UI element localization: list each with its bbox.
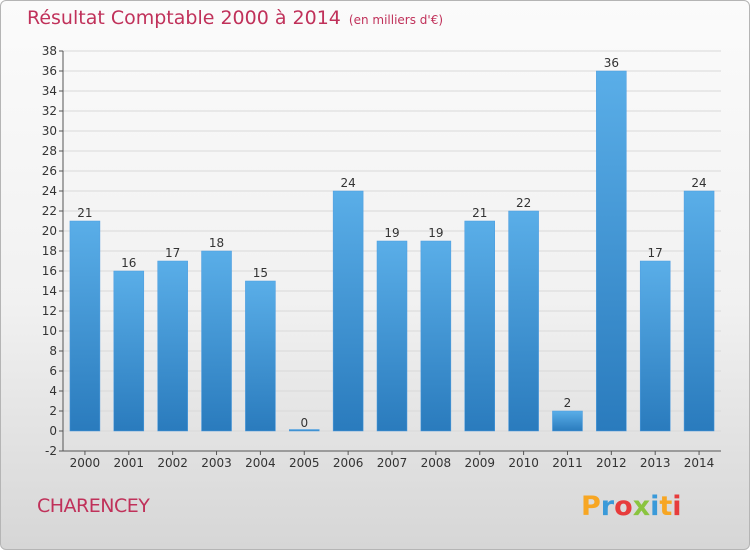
value-label-2005: 0 [300,416,308,430]
value-label-2009: 21 [472,206,487,220]
x-tick-label-2003: 2003 [201,456,232,470]
y-tick-label: 26 [42,164,57,178]
y-tick-label: 0 [49,424,57,438]
value-label-2003: 18 [209,236,224,250]
bar-2003 [201,250,232,432]
value-label-2008: 19 [428,226,443,240]
x-tick-label-2014: 2014 [684,456,715,470]
bar-2008 [420,240,452,432]
y-tick-label: 2 [49,404,57,418]
x-tick-labels: 2000 2001 2002 2003 2004 2005 2006 2007 2008 2009… [70,451,715,470]
y-tick-label: 10 [42,324,57,338]
y-tick-label: 4 [49,384,57,398]
logo-letter: P [581,491,601,522]
bar-2007 [376,240,408,432]
y-tick-label: 12 [42,304,57,318]
y-tick-label: 6 [49,364,57,378]
x-tick-label-2007: 2007 [377,456,408,470]
x-tick-label-2009: 2009 [464,456,495,470]
logo-letter: i [672,491,682,522]
bar-2004 [245,280,276,432]
logo-letter: t [659,491,673,522]
y-tick-label: 28 [42,144,57,158]
value-label-2013: 17 [648,246,663,260]
value-label-2000: 21 [77,206,92,220]
y-tick-label: 22 [42,204,57,218]
y-tick-label: 18 [42,244,57,258]
logo-letter: i [650,491,660,522]
chart-title: Résultat Comptable 2000 à 2014 (en millie… [27,7,443,29]
logo-letter: r [600,491,615,522]
y-tick-label: 38 [42,44,57,58]
y-tick-label: 36 [42,64,57,78]
bar-2014 [683,190,715,432]
bar-2010 [508,210,539,432]
x-tick-label-2013: 2013 [640,456,671,470]
value-label-2006: 24 [340,176,355,190]
value-label-2004: 15 [253,266,268,280]
y-tick-label: 20 [42,224,57,238]
x-tick-label-2002: 2002 [157,456,188,470]
value-label-2012: 36 [604,56,619,70]
x-tick-label-2010: 2010 [508,456,539,470]
bar-2002 [157,260,188,432]
chart-title-text: Résultat Comptable 2000 à 2014 [27,7,341,29]
bar-2000 [69,220,101,432]
bar-2005 [289,429,320,432]
y-tick-label: 32 [42,104,57,118]
y-tick-label: 14 [42,284,57,298]
proxiti-logo: Proxiti [581,491,682,522]
bar-2009 [464,220,495,432]
bar-2011 [552,410,583,432]
x-tick-label-2006: 2006 [333,456,364,470]
value-label-2010: 22 [516,196,531,210]
chart-subtitle: (en milliers d'€) [348,13,444,27]
logo-letter: x [632,491,651,522]
x-tick-label-2008: 2008 [421,456,452,470]
x-tick-label-2000: 2000 [70,456,101,470]
value-label-2014: 24 [691,176,706,190]
value-label-2011: 2 [564,396,572,410]
y-tick-label: -2 [45,444,57,458]
bar-2012 [596,70,627,432]
bar-2006 [332,190,364,432]
y-tick-label: 8 [49,344,57,358]
y-tick-label: 16 [42,264,57,278]
y-tick-label: 30 [42,124,57,138]
x-tick-label-2011: 2011 [552,456,583,470]
bar-2013 [639,260,671,432]
logo-letter: o [614,491,633,522]
value-label-2001: 16 [121,256,136,270]
bar-2001 [113,270,145,432]
commune-name: CHARENCEY [37,495,150,517]
value-label-2007: 19 [384,226,399,240]
value-label-2002: 17 [165,246,180,260]
y-tick-label: 24 [42,184,57,198]
x-tick-label-2004: 2004 [245,456,276,470]
bars [69,70,715,432]
x-tick-label-2001: 2001 [114,456,145,470]
x-tick-label-2005: 2005 [289,456,320,470]
y-tick-label: 34 [42,84,57,98]
x-tick-label-2012: 2012 [596,456,627,470]
